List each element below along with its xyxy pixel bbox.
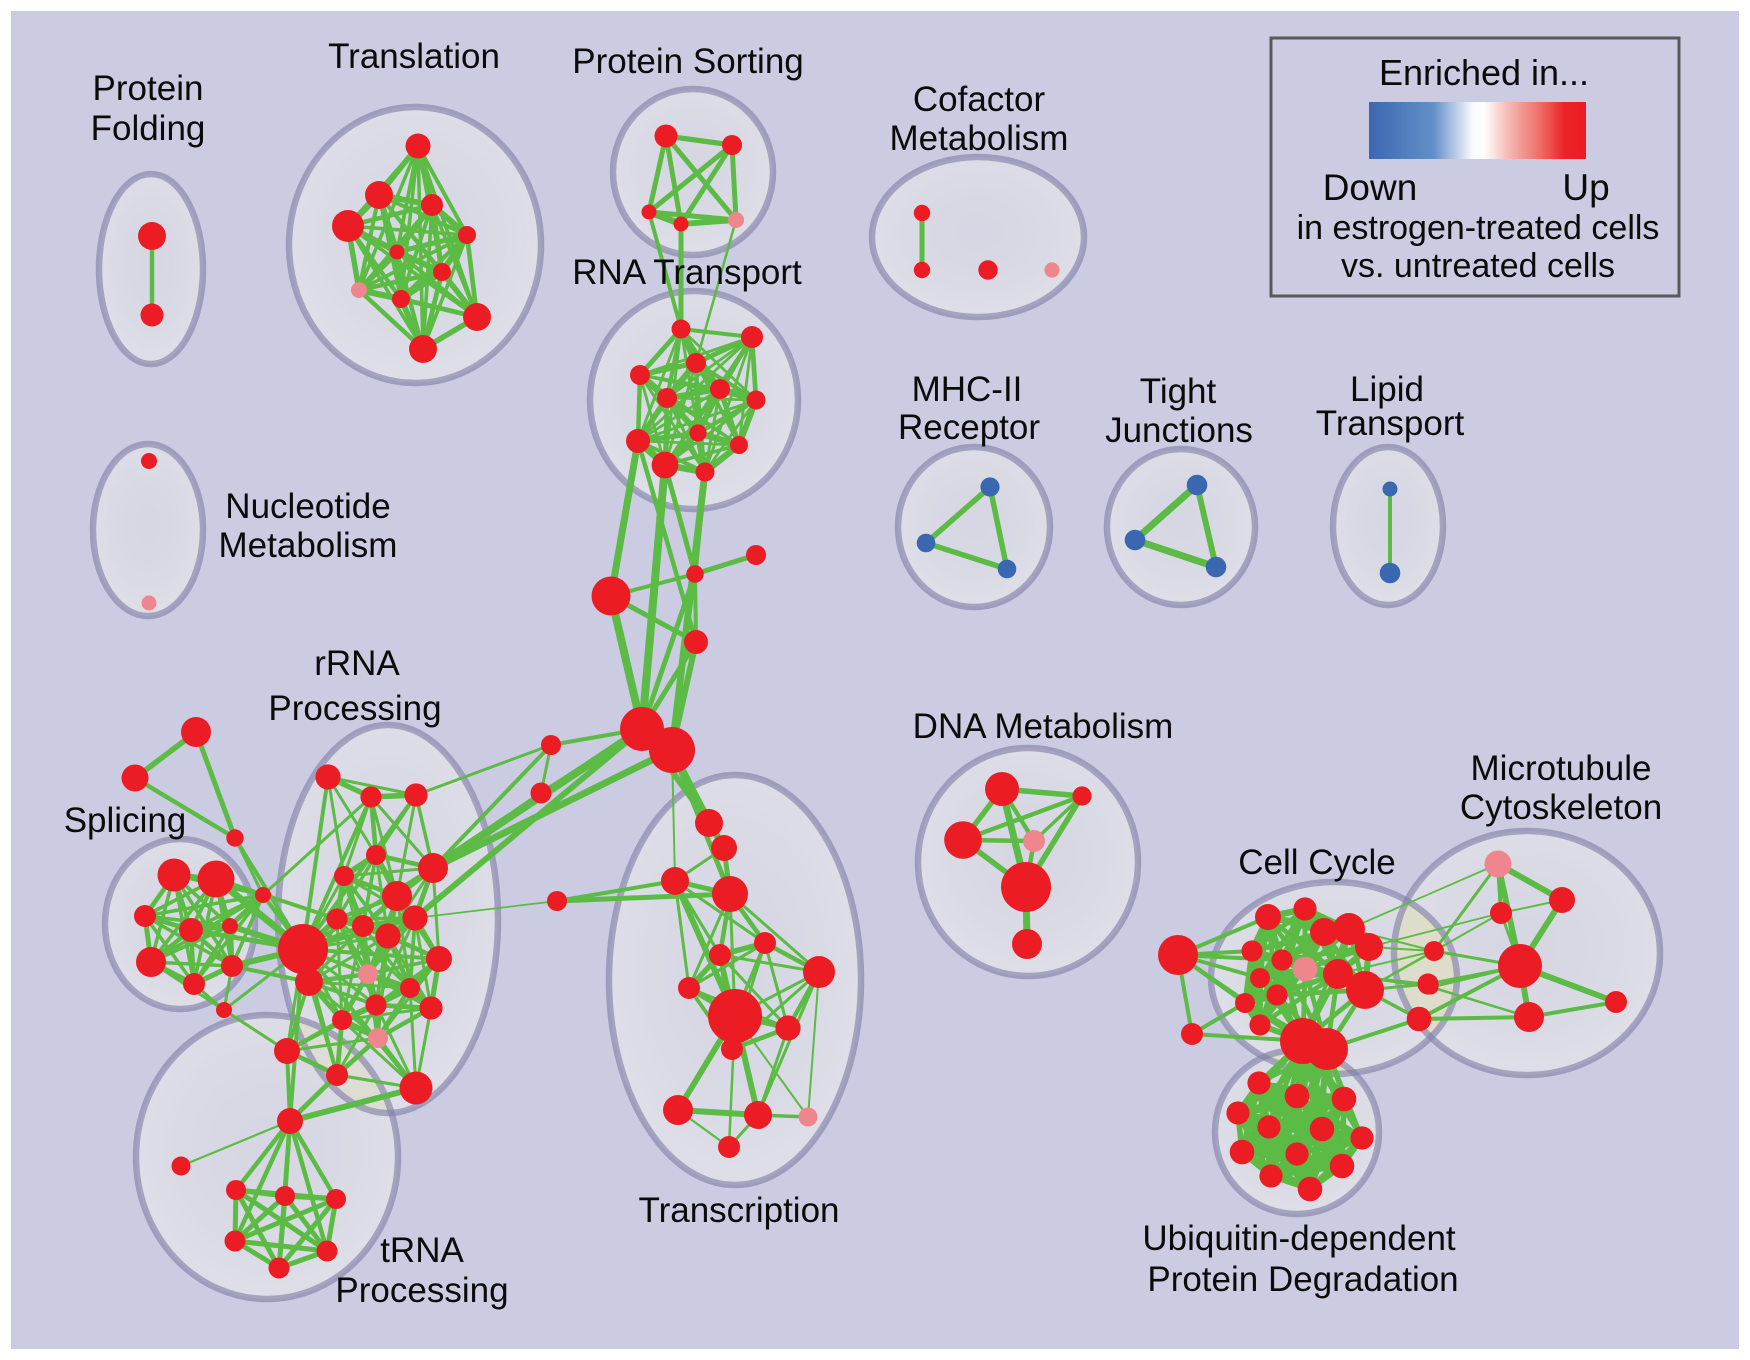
svg-text:in estrogen-treated cells: in estrogen-treated cells bbox=[1297, 209, 1660, 247]
svg-text:Enriched in...: Enriched in... bbox=[1379, 52, 1589, 93]
svg-text:Cell Cycle: Cell Cycle bbox=[1238, 843, 1396, 882]
svg-text:Tight: Tight bbox=[1140, 372, 1217, 411]
svg-text:RNA Transport: RNA Transport bbox=[572, 253, 802, 292]
svg-text:Processing: Processing bbox=[335, 1271, 508, 1310]
svg-text:Transcription: Transcription bbox=[639, 1191, 840, 1230]
svg-text:Cofactor: Cofactor bbox=[913, 80, 1046, 119]
svg-text:Metabolism: Metabolism bbox=[890, 119, 1069, 158]
svg-text:Up: Up bbox=[1562, 167, 1609, 208]
svg-text:Receptor: Receptor bbox=[898, 408, 1040, 447]
svg-text:Nucleotide: Nucleotide bbox=[225, 487, 390, 526]
svg-text:vs. untreated cells: vs. untreated cells bbox=[1341, 247, 1615, 285]
svg-text:DNA Metabolism: DNA Metabolism bbox=[913, 707, 1174, 746]
svg-text:MHC-II: MHC-II bbox=[912, 370, 1023, 409]
svg-text:Down: Down bbox=[1323, 167, 1418, 208]
svg-text:Protein Sorting: Protein Sorting bbox=[572, 42, 804, 81]
svg-text:Translation: Translation bbox=[328, 37, 500, 76]
svg-text:Lipid: Lipid bbox=[1350, 370, 1424, 409]
svg-text:Protein: Protein bbox=[93, 69, 204, 108]
svg-text:Metabolism: Metabolism bbox=[219, 526, 398, 565]
svg-text:Microtubule: Microtubule bbox=[1471, 749, 1652, 788]
svg-text:Junctions: Junctions bbox=[1105, 411, 1253, 450]
svg-text:Protein Degradation: Protein Degradation bbox=[1147, 1260, 1458, 1299]
svg-text:Cytoskeleton: Cytoskeleton bbox=[1460, 788, 1662, 827]
svg-text:Transport: Transport bbox=[1316, 404, 1465, 443]
svg-text:Splicing: Splicing bbox=[64, 801, 187, 840]
svg-text:Folding: Folding bbox=[91, 109, 206, 148]
svg-text:Processing: Processing bbox=[268, 689, 441, 728]
svg-text:rRNA: rRNA bbox=[314, 644, 400, 683]
svg-text:tRNA: tRNA bbox=[380, 1231, 464, 1270]
svg-text:Ubiquitin-dependent: Ubiquitin-dependent bbox=[1142, 1219, 1456, 1258]
